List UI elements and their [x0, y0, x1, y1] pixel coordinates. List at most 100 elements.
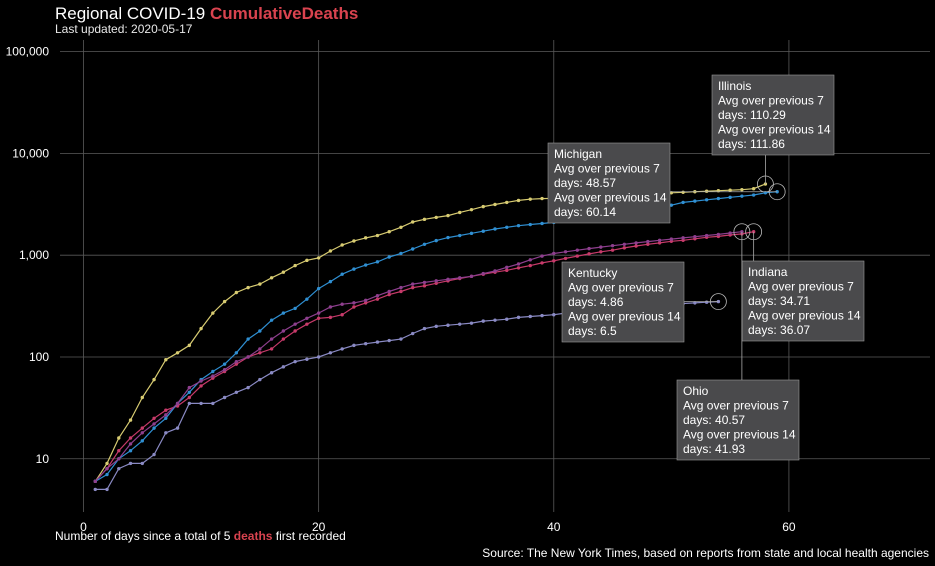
data-point-ohio	[187, 385, 192, 390]
data-point-indiana	[258, 351, 262, 355]
data-point-kentucky	[340, 347, 344, 351]
data-point-indiana	[599, 250, 603, 254]
data-point-kentucky	[128, 461, 133, 466]
data-point-kentucky	[222, 395, 227, 400]
data-point-kentucky	[434, 324, 438, 329]
data-point-michigan	[164, 416, 168, 420]
callout-line-indiana: Avg over previous 14	[748, 309, 861, 323]
series-line-ohio	[94, 231, 742, 482]
data-point-michigan	[493, 227, 497, 231]
callout-box-kentucky	[561, 261, 685, 343]
data-point-kentucky	[140, 461, 144, 466]
data-point-ohio	[105, 466, 109, 471]
data-point-kentucky	[387, 338, 391, 343]
x-axis-label-part-1: Number of days since a total of 5	[55, 529, 234, 543]
data-point-michigan	[704, 198, 709, 202]
data-point-illinois	[422, 217, 427, 222]
data-point-kentucky	[528, 314, 532, 319]
data-point-indiana	[281, 337, 286, 341]
callout-box-illinois	[711, 74, 835, 156]
data-point-indiana	[316, 316, 321, 320]
data-point-indiana	[563, 256, 568, 261]
data-point-kentucky	[152, 452, 156, 457]
data-point-kentucky	[458, 322, 462, 326]
title-metric: CumulativeDeaths	[209, 4, 359, 23]
data-point-illinois	[493, 202, 497, 207]
data-point-ohio	[693, 234, 697, 239]
data-point-illinois	[105, 461, 109, 466]
data-point-michigan	[234, 351, 239, 355]
callout-box-ohio	[676, 379, 800, 461]
data-point-ohio	[516, 262, 521, 266]
data-point-michigan	[258, 329, 262, 333]
data-point-kentucky	[117, 466, 121, 471]
data-point-kentucky	[481, 319, 485, 323]
data-point-kentucky	[352, 343, 356, 348]
callout-line-indiana: Avg over previous 7	[748, 280, 854, 294]
data-point-indiana	[293, 329, 297, 333]
data-point-ohio	[446, 277, 450, 281]
data-point-ohio	[269, 337, 274, 341]
data-point-michigan	[399, 251, 403, 256]
data-point-kentucky	[552, 313, 556, 317]
data-point-indiana	[375, 297, 380, 301]
data-point-kentucky	[305, 357, 309, 361]
data-point-ohio	[528, 258, 532, 262]
data-point-kentucky	[211, 401, 215, 406]
data-point-indiana	[199, 384, 203, 388]
data-point-indiana	[528, 263, 532, 268]
data-point-michigan	[516, 223, 521, 228]
data-point-ohio	[152, 422, 156, 426]
data-point-michigan	[152, 426, 156, 430]
y-tick-label: 10,000	[12, 146, 49, 160]
data-point-ohio	[622, 242, 627, 246]
data-point-ohio	[587, 246, 591, 251]
data-point-indiana	[340, 313, 344, 317]
data-point-indiana	[399, 289, 403, 294]
data-point-indiana	[269, 347, 274, 351]
data-point-illinois	[387, 230, 391, 234]
callout-line-kentucky: days: 6.5	[568, 324, 617, 338]
data-point-indiana	[587, 252, 591, 256]
data-point-kentucky	[375, 340, 380, 344]
callout-title-indiana: Indiana	[748, 265, 788, 279]
data-point-michigan	[363, 263, 368, 267]
data-point-ohio	[610, 243, 615, 248]
data-point-indiana	[540, 261, 544, 265]
data-point-indiana	[657, 241, 662, 245]
data-point-indiana	[422, 284, 427, 288]
callout-line-michigan: days: 60.14	[554, 205, 616, 219]
data-point-illinois	[740, 187, 744, 192]
data-point-michigan	[375, 260, 380, 264]
data-point-ohio	[175, 401, 180, 406]
callout-line-michigan: Avg over previous 14	[554, 191, 667, 205]
data-point-indiana	[552, 259, 556, 263]
data-point-ohio	[716, 232, 721, 237]
data-point-kentucky	[399, 337, 403, 341]
callout-title-illinois: Illinois	[718, 79, 751, 93]
title-prefix: Regional COVID-19	[55, 4, 210, 23]
data-point-kentucky	[422, 326, 427, 331]
data-point-ohio	[387, 289, 391, 294]
data-point-ohio	[128, 442, 133, 446]
data-point-indiana	[140, 426, 144, 430]
data-point-michigan	[105, 472, 109, 477]
data-point-illinois	[751, 186, 756, 191]
data-point-ohio	[281, 329, 286, 333]
data-point-illinois	[152, 377, 156, 382]
data-point-ohio	[646, 239, 650, 244]
callout-line-kentucky: Avg over previous 7	[568, 281, 674, 295]
data-point-michigan	[422, 242, 427, 246]
data-point-illinois	[175, 351, 180, 355]
data-point-michigan	[211, 369, 215, 374]
data-point-ohio	[540, 254, 544, 258]
data-point-illinois	[117, 436, 121, 440]
data-point-illinois	[528, 197, 532, 201]
data-point-ohio	[704, 233, 709, 238]
data-point-kentucky	[469, 321, 474, 325]
data-point-michigan	[716, 196, 721, 201]
data-point-indiana	[363, 301, 368, 305]
data-point-michigan	[222, 362, 227, 366]
